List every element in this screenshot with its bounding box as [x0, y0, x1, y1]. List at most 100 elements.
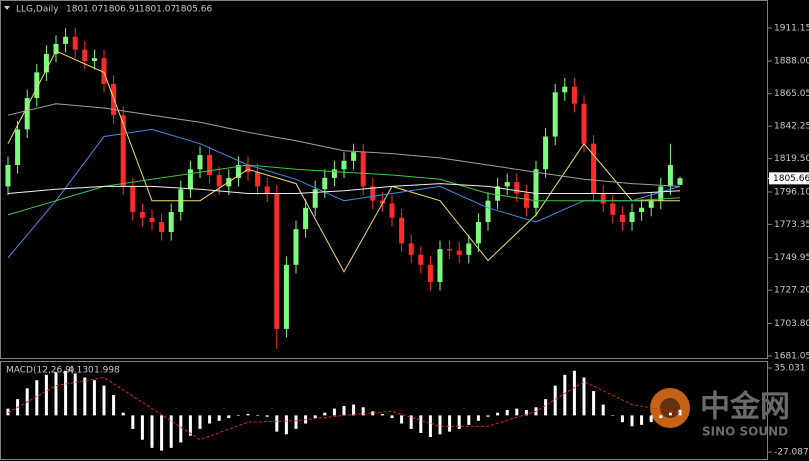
macd-bar	[217, 415, 221, 421]
macd-bar	[486, 415, 490, 417]
macd-bar	[400, 415, 404, 424]
candle-body	[283, 264, 289, 329]
macd-bar	[640, 415, 644, 425]
macd-bar	[313, 415, 317, 419]
candle-body	[523, 193, 529, 208]
candle-body	[379, 200, 385, 204]
macd-bar	[448, 415, 452, 432]
ohlc-high: 1806.91	[103, 5, 140, 15]
macd-bar	[668, 412, 672, 416]
y-tick-label: 1749.95	[774, 253, 809, 263]
macd-bar	[630, 415, 634, 427]
candle-body	[235, 165, 241, 178]
candle-body	[341, 160, 347, 170]
candle-body	[130, 186, 136, 213]
macd-bar	[371, 411, 375, 416]
macd-bar	[265, 415, 269, 417]
ohlc-open: 1801.07	[66, 5, 103, 15]
candle-body	[677, 178, 683, 185]
candle-body	[303, 207, 309, 230]
y-tick-label: 1911.15	[774, 24, 809, 34]
macd-bar	[6, 408, 10, 416]
macd-bar	[44, 374, 48, 416]
macd-bar	[83, 377, 87, 416]
candle-body	[533, 169, 539, 208]
candle-body	[648, 200, 654, 208]
y-tick-label: -27.087	[774, 448, 809, 458]
ohlc-close: 1805.66	[175, 5, 212, 15]
macd-bar	[352, 404, 356, 416]
macd-bar	[524, 409, 528, 416]
candle-body	[312, 189, 318, 208]
macd-bar	[188, 415, 192, 436]
candle-body	[360, 152, 366, 187]
macd-bar	[54, 372, 58, 416]
candle-body	[610, 203, 616, 215]
candle-body	[91, 58, 97, 62]
menu-arrow[interactable]	[4, 6, 10, 10]
candle-body	[187, 169, 193, 190]
moving-average	[7, 50, 680, 273]
candle-body	[408, 243, 414, 255]
macd-bar	[553, 385, 557, 416]
candle-body	[562, 86, 568, 93]
macd-bar	[332, 408, 336, 416]
candle-body	[437, 249, 443, 282]
macd-bar	[592, 391, 596, 416]
macd-bar	[409, 415, 413, 429]
y-tick-label: 1727.20	[774, 286, 809, 296]
macd-bar	[496, 412, 500, 416]
macd-panel-frame	[0, 361, 768, 460]
candle-body	[667, 165, 673, 187]
candle-body	[245, 165, 251, 173]
candle-body	[43, 53, 49, 73]
ohlc-low: 1801.07	[139, 5, 176, 15]
candle-body	[120, 115, 126, 187]
y-tick-label: 1703.80	[774, 319, 809, 329]
candle-body	[197, 155, 203, 170]
candle-body	[543, 136, 549, 170]
macd-bar	[169, 415, 173, 448]
candle-body	[149, 217, 155, 223]
y-tick-label: 1681.05	[774, 351, 809, 361]
moving-average	[7, 164, 681, 216]
candle-body	[351, 152, 357, 161]
candle-body	[552, 92, 558, 137]
candle-body	[591, 143, 597, 194]
y-tick-label: 1819.50	[774, 154, 809, 164]
macd-bar	[390, 415, 394, 419]
macd-bar	[457, 415, 461, 429]
moving-average	[7, 183, 681, 194]
candle-body	[427, 264, 433, 282]
y-tick-label: 1796.10	[774, 187, 809, 197]
macd-bar	[112, 395, 116, 416]
macd-bar	[467, 415, 471, 425]
macd-bar	[236, 415, 240, 416]
candle-body	[293, 229, 299, 265]
y-tick-label: 35.031	[774, 364, 806, 374]
macd-bar	[563, 374, 567, 416]
candle-body	[331, 169, 337, 178]
y-tick-label: 1773.35	[774, 220, 809, 230]
macd-signal	[7, 376, 681, 441]
main-panel-frame	[0, 0, 768, 359]
candle-body	[370, 186, 376, 201]
macd-bar	[92, 380, 96, 416]
macd-bar	[649, 415, 653, 423]
candle-body	[255, 172, 261, 187]
macd-bar	[275, 415, 279, 432]
macd-main-readout: 4.130	[68, 366, 94, 376]
candle-body	[24, 98, 30, 130]
macd-bar	[659, 415, 663, 419]
candle-body	[600, 193, 606, 204]
macd-bar	[361, 407, 365, 416]
symbol-label: LLG,Daily	[16, 5, 59, 15]
candle-body	[101, 58, 107, 84]
y-tick-label: 1865.05	[774, 89, 809, 99]
macd-name: MACD(12,26,9)	[6, 366, 74, 376]
candle-body	[629, 212, 635, 223]
candle-body	[495, 186, 501, 201]
macd-bar	[505, 409, 509, 416]
macd-bar	[419, 415, 423, 433]
